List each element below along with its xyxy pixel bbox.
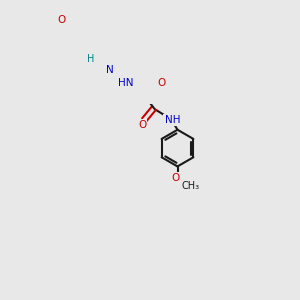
Text: O: O (157, 78, 165, 88)
Text: O: O (171, 173, 180, 183)
Text: CH₃: CH₃ (182, 181, 200, 191)
Text: HN: HN (118, 78, 134, 88)
Text: O: O (138, 120, 146, 130)
Text: H: H (87, 54, 95, 64)
Text: O: O (58, 15, 66, 25)
Text: N: N (106, 65, 113, 75)
Text: NH: NH (164, 115, 180, 125)
